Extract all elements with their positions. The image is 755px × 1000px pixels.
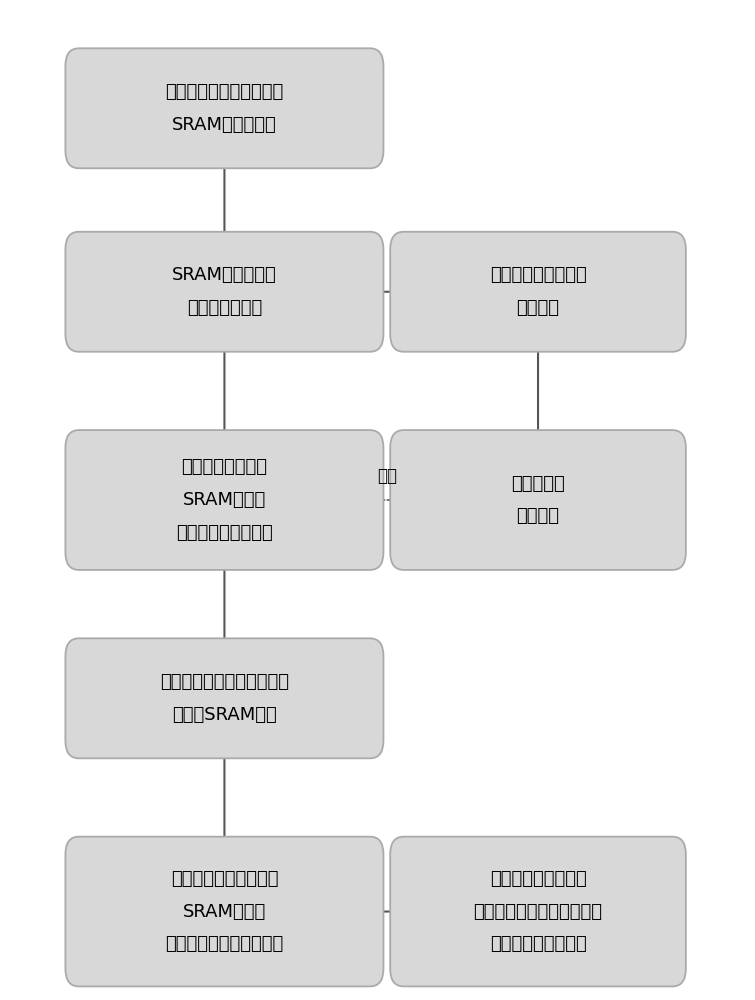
Text: 选取未经辐照的器件: 选取未经辐照的器件 xyxy=(490,870,587,888)
FancyBboxPatch shape xyxy=(390,430,686,570)
FancyBboxPatch shape xyxy=(66,48,384,168)
Text: 计算不同特征工艺尺寸: 计算不同特征工艺尺寸 xyxy=(171,870,278,888)
Text: 量稳定性及累积注量: 量稳定性及累积注量 xyxy=(490,935,587,953)
Text: 中子单粒子效应试验: 中子单粒子效应试验 xyxy=(176,524,273,542)
Text: SRAM存储器样本: SRAM存储器样本 xyxy=(172,266,277,284)
Text: 效应的SRAM器件: 效应的SRAM器件 xyxy=(172,706,277,724)
Text: SRAM器件的: SRAM器件的 xyxy=(183,903,266,921)
FancyBboxPatch shape xyxy=(66,232,384,352)
FancyBboxPatch shape xyxy=(390,837,686,986)
FancyBboxPatch shape xyxy=(66,638,384,758)
FancyBboxPatch shape xyxy=(66,837,384,986)
Text: 不同特征工艺尺寸: 不同特征工艺尺寸 xyxy=(181,458,267,476)
Text: SRAM存储器样本: SRAM存储器样本 xyxy=(172,116,277,134)
Text: 中子单粒子效应翻转截面: 中子单粒子效应翻转截面 xyxy=(165,935,284,953)
Text: 监测不同中子辐射环境的注: 监测不同中子辐射环境的注 xyxy=(473,903,602,921)
FancyBboxPatch shape xyxy=(66,430,384,570)
FancyBboxPatch shape xyxy=(390,232,686,352)
Text: 筛选出具有线性关系单粒子: 筛选出具有线性关系单粒子 xyxy=(160,673,289,691)
Text: 魅源电离辐射总剂量: 魅源电离辐射总剂量 xyxy=(490,266,587,284)
Text: 选择不同特征工艺尺寸的: 选择不同特征工艺尺寸的 xyxy=(165,83,284,101)
Text: 效应试验: 效应试验 xyxy=(516,299,559,317)
Text: 全参数测试筛选: 全参数测试筛选 xyxy=(186,299,262,317)
Text: 失效阀值: 失效阀值 xyxy=(516,507,559,525)
Text: 参考: 参考 xyxy=(378,467,397,485)
Text: SRAM存储器: SRAM存储器 xyxy=(183,491,266,509)
Text: 总剂量效应: 总剂量效应 xyxy=(511,475,565,493)
